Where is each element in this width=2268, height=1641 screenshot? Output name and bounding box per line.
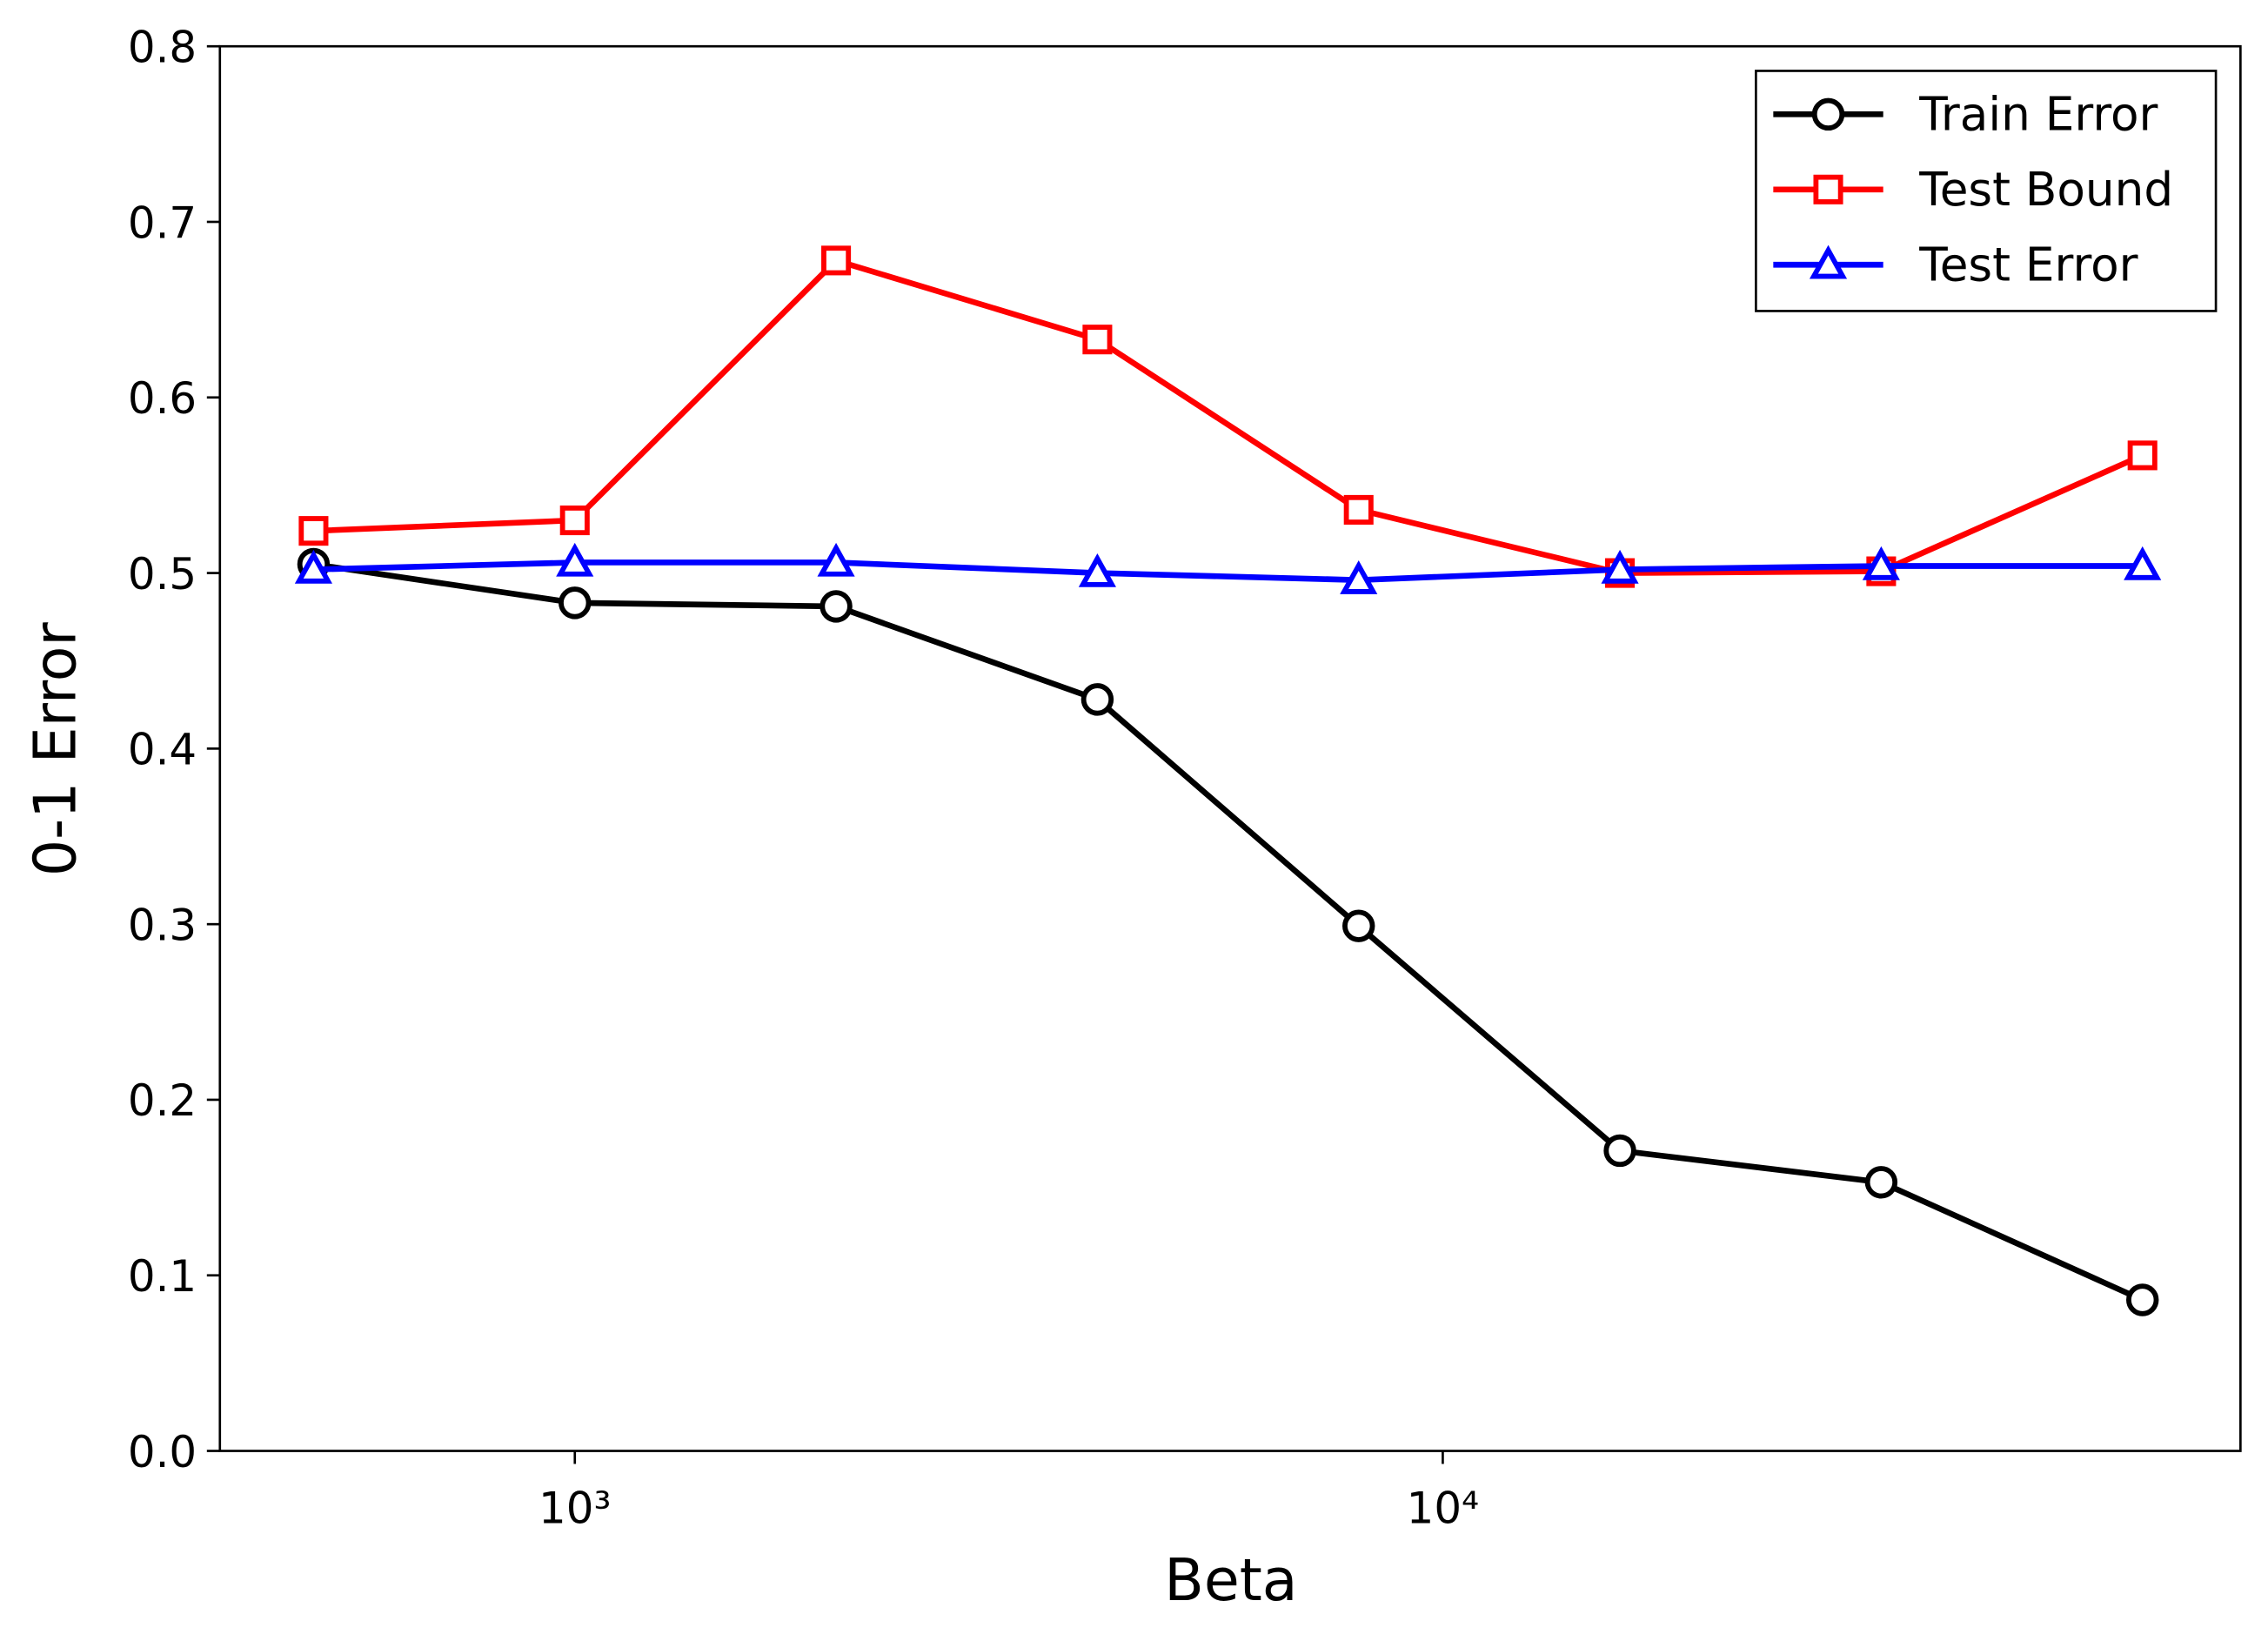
marker [294, 549, 332, 584]
marker [817, 542, 855, 577]
y-tick-label: 0.7 [128, 198, 197, 248]
y-tick-label: 0.1 [128, 1251, 197, 1302]
x-tick-label: 10⁴ [1407, 1484, 1479, 1534]
marker [298, 516, 329, 546]
marker [1864, 1166, 1898, 1199]
marker [2126, 1283, 2159, 1316]
marker [1811, 97, 1845, 131]
legend-label: Test Bound [1918, 163, 2173, 217]
marker [1601, 549, 1639, 584]
legend-label: Test Error [1918, 238, 2138, 292]
marker [821, 245, 852, 276]
x-axis-label: Beta [1164, 1546, 1297, 1614]
y-tick-label: 0.4 [128, 725, 197, 775]
series-line [313, 258, 2144, 576]
marker [559, 505, 590, 536]
marker [559, 586, 592, 620]
marker [1343, 494, 1374, 525]
marker [1340, 560, 1378, 594]
legend: Train Error Test Bound Test Error [1755, 70, 2218, 312]
marker [1809, 244, 1848, 279]
legend-label: Train Error [1918, 88, 2158, 142]
y-tick-label: 0.0 [128, 1427, 197, 1477]
y-axis-label: 0-1 Error [22, 622, 90, 877]
marker [1603, 1134, 1636, 1168]
y-tick-label: 0.8 [128, 22, 197, 72]
plot-frame [218, 44, 2242, 1452]
marker [556, 542, 594, 577]
marker [1078, 553, 1116, 587]
x-tick-label: 10³ [539, 1484, 611, 1534]
marker [2127, 440, 2158, 471]
y-tick-label: 0.3 [128, 900, 197, 950]
y-tick-label: 0.5 [128, 549, 197, 599]
y-tick-label: 0.6 [128, 373, 197, 424]
marker [1080, 683, 1114, 716]
marker [1342, 909, 1375, 942]
marker [2124, 546, 2162, 580]
series-line [313, 559, 2143, 583]
y-tick-label: 0.2 [128, 1075, 197, 1126]
marker [1813, 174, 1843, 204]
series-line [312, 561, 2144, 1303]
marker [1862, 546, 1900, 580]
marker [1082, 325, 1113, 355]
marker [820, 590, 853, 623]
